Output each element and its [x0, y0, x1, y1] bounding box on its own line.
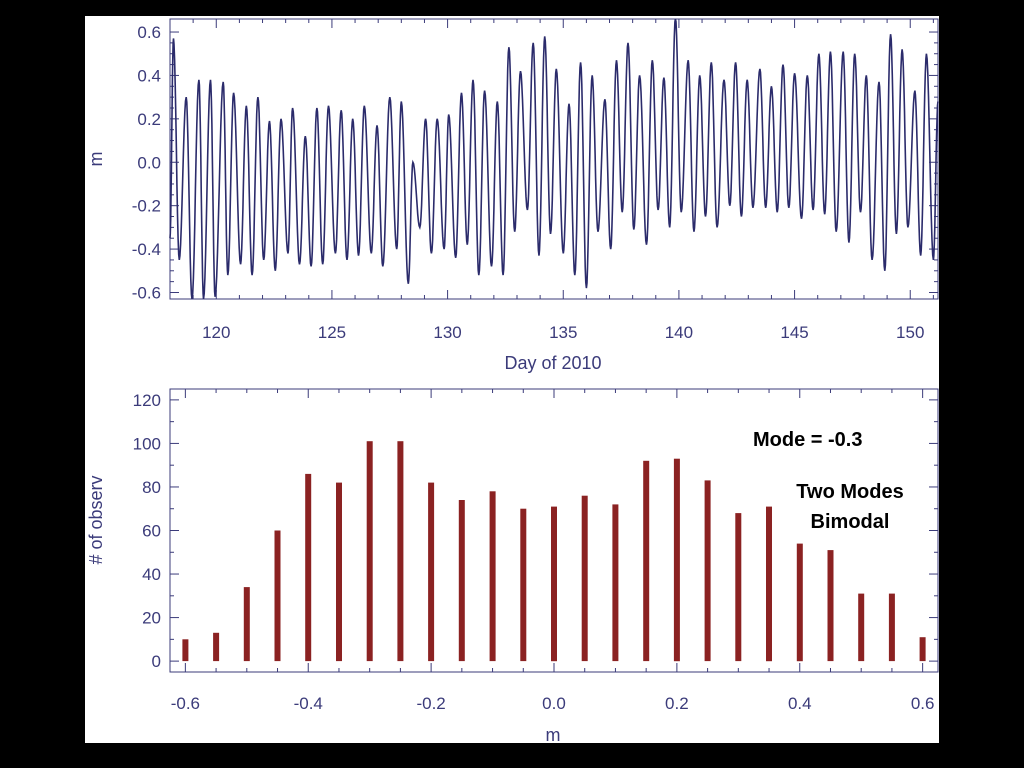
- line-y-tick-label: 0.4: [137, 66, 161, 85]
- histogram-bar: [213, 632, 220, 662]
- line-y-tick-label: 0.6: [137, 23, 161, 42]
- line-x-tick-label: 145: [780, 323, 808, 342]
- hist-x-tick-label: 0.0: [542, 694, 566, 713]
- hist-x-tick-label: 0.6: [911, 694, 935, 713]
- line-chart: 120 125 130 135 140 145 150 0.6 0.4 0.2 0.0 -0.2 -0.…: [86, 18, 939, 373]
- hist-x-tick-label: -0.2: [416, 694, 445, 713]
- histogram-bar: [858, 593, 865, 662]
- histogram-x-axis-label: m: [546, 725, 561, 743]
- histogram-bar: [243, 587, 250, 662]
- line-y-tick-label: 0.0: [137, 153, 161, 172]
- histogram-bar: [735, 513, 742, 662]
- histogram-bar: [551, 506, 557, 662]
- chart-panel: 120 125 130 135 140 145 150 0.6 0.4 0.2 0.0 -0.2 -0.…: [85, 16, 939, 745]
- hist-x-tick-label: 0.4: [788, 694, 812, 713]
- hist-y-tick-label: 40: [142, 565, 161, 584]
- hist-y-tick-label: 120: [133, 391, 161, 410]
- line-x-tick-label: 125: [318, 323, 346, 342]
- histogram-bar: [366, 441, 373, 662]
- hist-y-tick-label: 0: [152, 652, 161, 671]
- two-modes-annotation: Two Modes: [796, 481, 903, 503]
- histogram-bar: [458, 500, 465, 662]
- line-x-tick-label: 135: [549, 323, 577, 342]
- histogram-bar: [182, 639, 189, 662]
- histogram-bar: [612, 504, 619, 662]
- histogram-bar: [428, 482, 435, 662]
- line-y-tick-label: -0.6: [132, 283, 161, 302]
- chart-figure: 120 125 130 135 140 145 1500.60.40.20.0-0.2-0.…: [86, 18, 939, 745]
- hist-y-tick-label: 60: [142, 522, 161, 541]
- bimodal-annotation: Bimodal: [811, 511, 890, 533]
- histogram-y-axis-label: # of observ: [86, 475, 106, 564]
- line-chart-y-axis-label: m: [86, 152, 106, 167]
- line-x-tick-label: 130: [433, 323, 461, 342]
- hist-y-tick-label: 100: [133, 434, 161, 453]
- hist-x-tick-label: -0.4: [294, 694, 323, 713]
- line-chart-x-axis-label: Day of 2010: [504, 353, 601, 373]
- hist-y-tick-label: 80: [142, 478, 161, 497]
- histogram-bar: [766, 506, 772, 662]
- histogram-axes: -0.6 -0.4 -0.2 0.0 0.2 0.4 0.6 120 100 80 60 40 20 0: [133, 389, 938, 713]
- line-x-tick-label: 140: [665, 323, 693, 342]
- histogram-bar: [704, 480, 711, 662]
- line-chart-frame: [169, 18, 939, 300]
- histogram-bar: [489, 491, 496, 662]
- histogram-bar: [581, 495, 588, 662]
- histogram-bars: [182, 441, 926, 662]
- line-x-tick-label: 150: [896, 323, 924, 342]
- water-level-series-line: [169, 18, 939, 300]
- mode-annotation: Mode = -0.3: [753, 429, 862, 451]
- line-y-tick-label: -0.2: [132, 197, 161, 216]
- hist-y-tick-label: 20: [142, 609, 161, 628]
- histogram-bar: [796, 543, 803, 662]
- line-chart-axes: 120 125 130 135 140 145 150 0.6 0.4 0.2 0.0 -0.2 -0.…: [132, 19, 938, 342]
- histogram-bar: [397, 441, 404, 662]
- histogram-bar: [827, 550, 834, 662]
- histogram-bar: [888, 593, 895, 662]
- hist-x-tick-label: 0.2: [665, 694, 689, 713]
- line-y-tick-label: 0.2: [137, 110, 161, 129]
- histogram-bar: [643, 460, 650, 662]
- line-y-tick-label: -0.4: [132, 240, 161, 259]
- histogram-bar: [520, 508, 527, 662]
- histogram-chart: -0.6 -0.4 -0.2 0.0 0.2 0.4 0.6120100806040200 …: [86, 388, 939, 745]
- histogram-bar: [336, 482, 342, 662]
- histogram-bar: [305, 473, 312, 662]
- line-x-tick-label: 120: [202, 323, 230, 342]
- hist-x-tick-label: -0.6: [171, 694, 200, 713]
- histogram-bar: [673, 458, 680, 662]
- histogram-bar: [274, 530, 281, 662]
- histogram-bar: [919, 637, 926, 662]
